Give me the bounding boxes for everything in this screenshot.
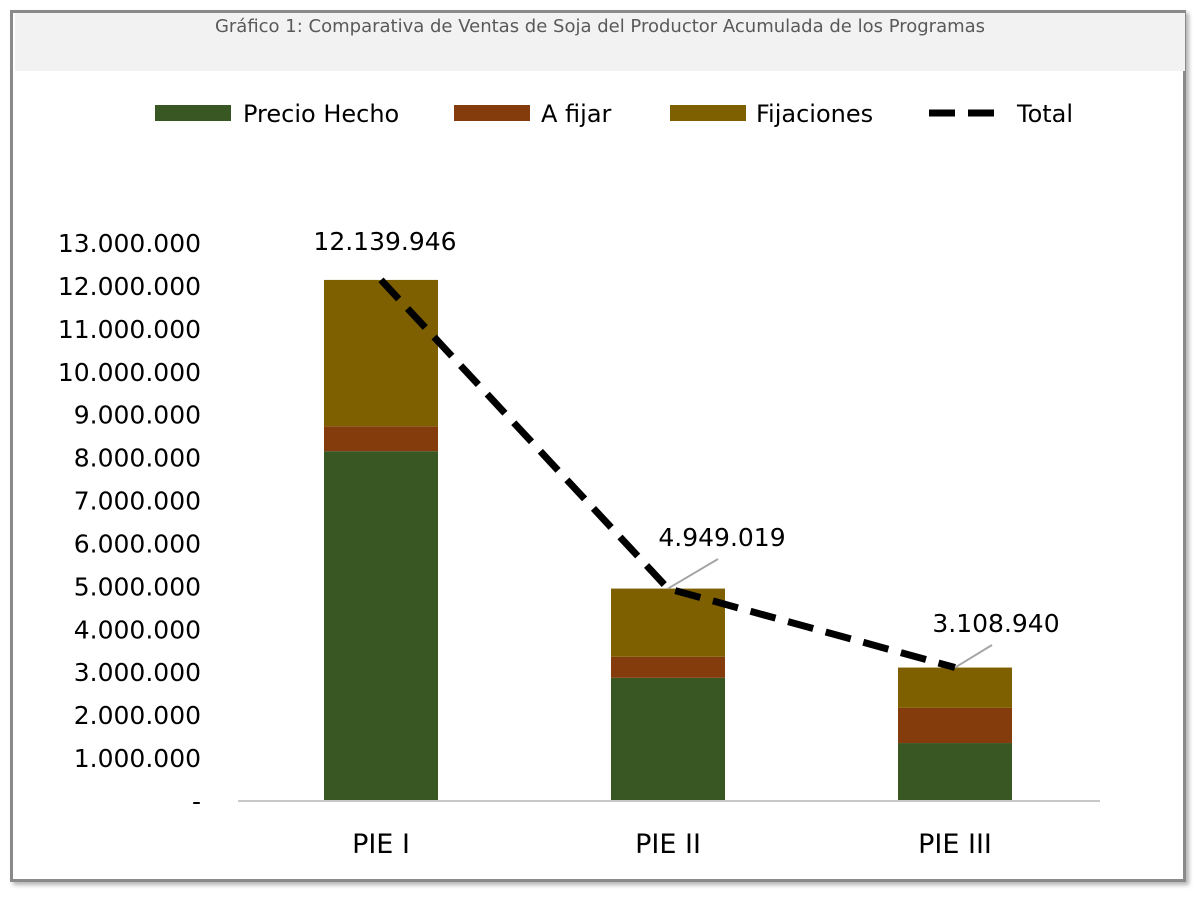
bars <box>324 279 1012 801</box>
legend-label-a-fijar: A fijar <box>541 100 612 128</box>
total-data-label: 3.108.940 <box>932 609 1059 638</box>
chart-title: Gráfico 1: Comparativa de Ventas de Soja… <box>214 16 986 37</box>
y-tick-label: 7.000.000 <box>74 487 201 516</box>
data-label-leader <box>954 644 993 669</box>
y-tick-label: 3.000.000 <box>74 658 201 687</box>
y-tick-label: 6.000.000 <box>74 529 201 558</box>
legend-label-total: Total <box>1016 100 1073 128</box>
y-tick-label: 2.000.000 <box>74 701 201 730</box>
y-tick-label: 12.000.000 <box>58 272 201 301</box>
y-tick-label: 13.000.000 <box>58 229 201 258</box>
bar-a-fijar-pie-i <box>324 426 438 452</box>
total-data-label: 12.139.946 <box>313 227 456 256</box>
x-category-label: PIE I <box>352 829 410 860</box>
bar-a-fijar-pie-ii <box>611 656 725 678</box>
total-data-label: 4.949.019 <box>658 523 785 552</box>
y-tick-label: 5.000.000 <box>74 572 201 601</box>
bar-precio-hecho-pie-iii <box>898 743 1012 801</box>
y-tick-label: 9.000.000 <box>74 401 201 430</box>
bar-a-fijar-pie-iii <box>898 707 1012 744</box>
y-tick-label: 8.000.000 <box>74 444 201 473</box>
title-band <box>15 13 1185 71</box>
legend-swatch-precio-hecho <box>155 105 231 121</box>
x-category-label: PIE III <box>918 829 992 860</box>
total-line: 12.139.946 4.949.019 3.108.940 <box>313 227 1060 671</box>
legend-label-precio-hecho: Precio Hecho <box>243 100 399 128</box>
bar-precio-hecho-pie-i <box>324 451 438 801</box>
y-tick-label: 10.000.000 <box>58 358 201 387</box>
legend-swatch-a-fijar <box>454 105 530 121</box>
bar-fijaciones-pie-iii <box>898 667 1012 708</box>
legend: Precio Hecho A fijar Fijaciones Total <box>155 100 1073 128</box>
data-label-leader <box>667 558 719 590</box>
bar-fijaciones-pie-ii <box>611 588 725 657</box>
y-tick-label: 1.000.000 <box>74 744 201 773</box>
x-category-label: PIE II <box>635 829 701 860</box>
total-series-line <box>378 277 956 671</box>
y-axis: - 1.000.000 2.000.000 3.000.000 4.000.000 5.0… <box>58 229 201 816</box>
y-tick-label: 4.000.000 <box>74 615 201 644</box>
legend-label-fijaciones: Fijaciones <box>756 100 873 128</box>
bar-precio-hecho-pie-ii <box>611 677 725 801</box>
x-axis-labels: PIE I PIE II PIE III <box>352 829 992 860</box>
y-tick-label: 11.000.000 <box>58 315 201 344</box>
legend-swatch-fijaciones <box>670 105 746 121</box>
y-tick-label: - <box>192 787 201 816</box>
bar-fijaciones-pie-i <box>324 279 438 427</box>
